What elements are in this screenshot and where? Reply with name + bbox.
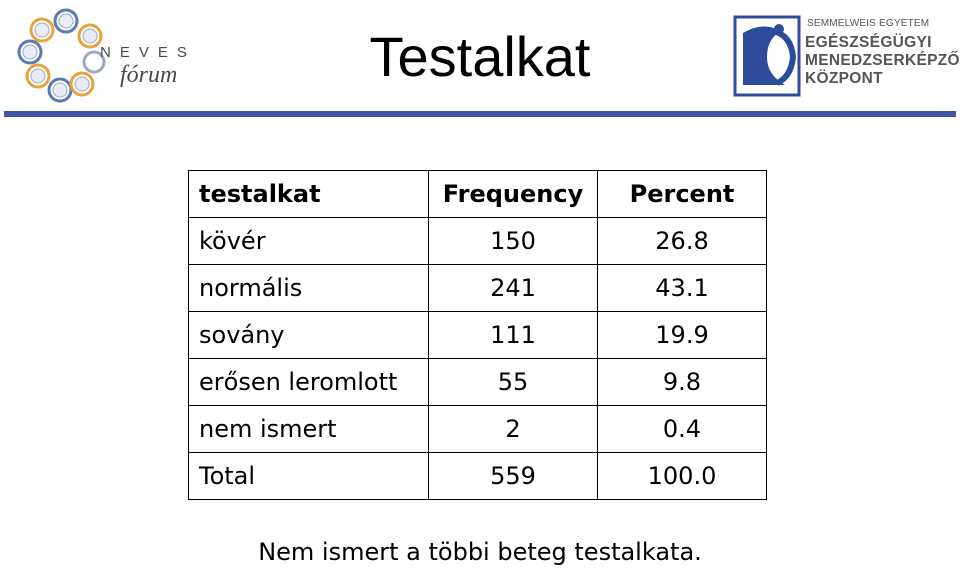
page-title: Testalkat [369, 25, 591, 88]
row-frequency: 55 [428, 358, 598, 406]
row-label: normális [188, 264, 429, 312]
logo-word: NEVES [100, 44, 196, 61]
total-frequency: 559 [428, 452, 598, 500]
row-label: nem ismert [188, 405, 429, 453]
table-row: kövér 150 26.8 [188, 217, 767, 265]
row-label: sovány [188, 311, 429, 359]
row-frequency: 2 [428, 405, 598, 453]
row-percent: 0.4 [597, 405, 767, 453]
org-name-line2: MENEDZSERKÉPZŐ [805, 52, 960, 69]
table-total-row: Total 559 100.0 [188, 452, 767, 500]
column-header-percent: Percent [597, 170, 767, 218]
total-percent: 100.0 [597, 452, 767, 500]
table-row: erősen leromlott 55 9.8 [188, 358, 767, 406]
row-frequency: 111 [428, 311, 598, 359]
footnote: Nem ismert a többi beteg testalkata. [258, 538, 702, 566]
table-header-row: testalkat Frequency Percent [188, 170, 767, 218]
neves-forum-logo: NEVES fórum [8, 4, 193, 108]
org-name-line3: KÖZPONT [805, 70, 883, 87]
org-name-line1: EGÉSZSÉGÜGYI [805, 34, 932, 51]
header-divider [4, 111, 956, 117]
logo-rings-icon [17, 8, 106, 103]
row-percent: 43.1 [597, 264, 767, 312]
table-row: normális 241 43.1 [188, 264, 767, 312]
row-frequency: 150 [428, 217, 598, 265]
row-label: erősen leromlott [188, 358, 429, 406]
table-row: nem ismert 2 0.4 [188, 405, 767, 453]
semmelweis-logo: SEMMELWEIS EGYETEM EGÉSZSÉGÜGYI MENEDZSE… [733, 13, 960, 101]
total-label: Total [188, 452, 429, 500]
row-percent: 26.8 [597, 217, 767, 265]
emblem-icon [733, 15, 801, 97]
column-header-category: testalkat [188, 170, 429, 218]
row-frequency: 241 [428, 264, 598, 312]
org-university: SEMMELWEIS EGYETEM [807, 18, 930, 29]
row-label: kövér [188, 217, 429, 265]
logo-script: fórum [120, 62, 178, 88]
table-row: sovány 111 19.9 [188, 311, 767, 359]
frequency-table: testalkat Frequency Percent kövér 150 26… [188, 170, 767, 500]
row-percent: 9.8 [597, 358, 767, 406]
column-header-frequency: Frequency [428, 170, 598, 218]
row-percent: 19.9 [597, 311, 767, 359]
